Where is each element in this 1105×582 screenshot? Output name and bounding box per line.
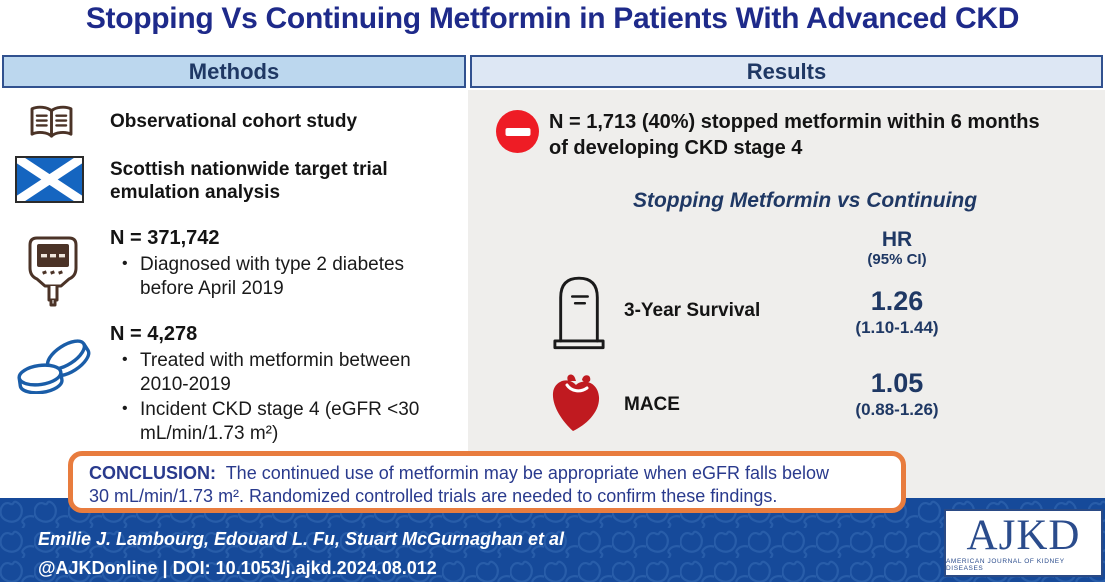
subcohort-n-label: N = 4,278 xyxy=(110,323,198,345)
bullet-dot: • xyxy=(122,351,128,368)
conclusion-box: CONCLUSION: The continued use of metform… xyxy=(68,451,906,513)
cohort-bullets: • Diagnosed with type 2 diabetes before … xyxy=(122,253,422,302)
results-headline-line2: of developing CKD stage 4 xyxy=(549,137,803,159)
pills-icon xyxy=(12,338,92,394)
results-headline: N = 1,713 (40%) stopped metformin within… xyxy=(549,109,1097,161)
methods-header: Methods xyxy=(2,55,466,88)
ajkd-logo-caption: AMERICAN JOURNAL OF KIDNEY DISEASES xyxy=(946,558,1065,572)
hr-ci-subheader: (95% CI) xyxy=(867,251,927,268)
scotland-flag-icon xyxy=(15,156,84,203)
outcome-label-survival: 3-Year Survival xyxy=(624,300,761,321)
hr-value-survival: 1.26 xyxy=(870,286,924,316)
open-book-icon xyxy=(28,104,75,141)
no-entry-icon xyxy=(496,110,539,153)
bullet-dot: • xyxy=(122,255,128,272)
heart-icon xyxy=(546,372,608,438)
bullet-text: Treated with metformin between 2010-2019 xyxy=(140,350,411,396)
outcome-label-mace: MACE xyxy=(624,394,680,415)
hr-header: HR xyxy=(881,228,913,251)
bullet-dot: • xyxy=(122,399,128,417)
minus-bar xyxy=(505,127,530,136)
conclusion-line1: The continued use of metformin may be ap… xyxy=(225,463,829,483)
ci-value-survival: (1.10-1.44) xyxy=(855,318,939,337)
results-header-label: Results xyxy=(746,58,827,84)
conclusion-label: CONCLUSION: xyxy=(89,463,216,483)
results-headline-line1: N = 1,713 (40%) stopped metformin within… xyxy=(549,111,1040,133)
methods-header-label: Methods xyxy=(188,58,280,84)
ci-value-mace: (0.88-1.26) xyxy=(855,400,939,419)
cohort-n-label: N = 371,742 xyxy=(110,227,220,249)
glucose-meter-icon xyxy=(28,236,78,308)
methods-item-study: Observational cohort study xyxy=(110,111,358,132)
bullet-item: • Treated with metformin between 2010-20… xyxy=(122,349,444,398)
bullet-text: Diagnosed with type 2 diabetes before Ap… xyxy=(140,254,405,300)
page-title: Stopping Vs Continuing Metformin in Pati… xyxy=(85,2,1020,35)
bullet-text: Incident CKD stage 4 (eGFR <30 mL/min/1.… xyxy=(140,398,420,444)
comparison-title: Stopping Metformin vs Continuing xyxy=(632,189,978,212)
authors-line: Emilie J. Lambourg, Edouard L. Fu, Stuar… xyxy=(38,529,565,549)
doi-line: @AJKDonline | DOI: 10.1053/j.ajkd.2024.0… xyxy=(38,558,437,578)
tombstone-icon xyxy=(552,271,606,351)
hr-value-mace: 1.05 xyxy=(870,368,924,398)
methods-item-design: Scottish nationwide target trial emulati… xyxy=(110,159,388,204)
ajkd-logo-word: AJKD xyxy=(966,512,1081,559)
ajkd-logo: AJKD AMERICAN JOURNAL OF KIDNEY DISEASES xyxy=(944,509,1103,577)
conclusion-line2: 30 mL/min/1.73 m². Randomized controlled… xyxy=(89,486,778,507)
subcohort-bullets: • Treated with metformin between 2010-20… xyxy=(122,349,444,446)
results-header: Results xyxy=(470,55,1103,88)
bullet-item: • Diagnosed with type 2 diabetes before … xyxy=(122,253,422,302)
bullet-item: • Incident CKD stage 4 (eGFR <30 mL/min/… xyxy=(122,398,444,447)
